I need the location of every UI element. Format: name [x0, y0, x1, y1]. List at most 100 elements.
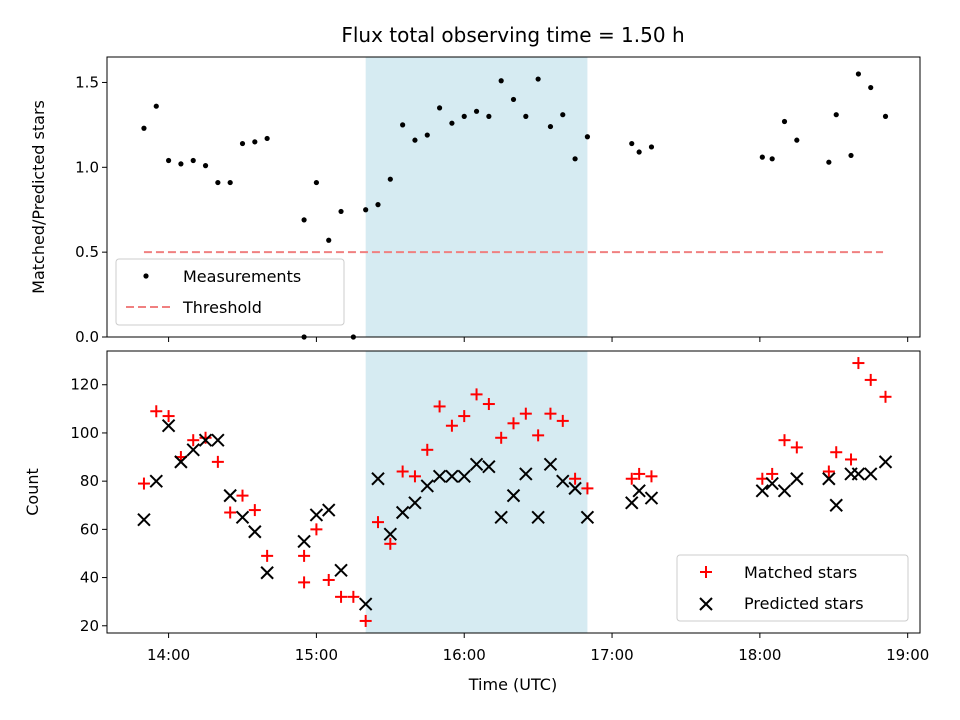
matched-star-point — [384, 537, 397, 550]
matched-star-point — [458, 410, 471, 423]
predicted-star-point — [829, 498, 843, 512]
matched-star-point — [298, 549, 311, 562]
predicted-star-point — [851, 467, 866, 481]
bottom-y-axis-label: Count — [23, 468, 42, 516]
bottom-y-tick-label: 80 — [80, 472, 99, 490]
matched-star-point — [470, 388, 483, 401]
predicted-star-point — [445, 469, 459, 484]
predicted-star-point — [235, 510, 250, 525]
legend-predicted-marker — [699, 597, 713, 611]
x-axis-label: Time (UTC) — [468, 675, 557, 694]
measurement-point — [313, 179, 320, 186]
predicted-star-point — [580, 510, 595, 525]
legend-predicted-label: Predicted stars — [744, 594, 864, 613]
matched-star-point — [556, 414, 569, 427]
matched-star-point — [199, 431, 212, 444]
predicted-star-point — [198, 433, 213, 447]
matched-star-point — [778, 434, 791, 447]
measurement-point — [178, 161, 184, 167]
measurement-point — [424, 132, 430, 138]
measurement-point — [535, 76, 541, 82]
matched-star-point — [322, 573, 335, 586]
x-tick-label: 17:00 — [590, 646, 633, 664]
matched-star-point — [790, 441, 803, 454]
predicted-star-point — [149, 474, 163, 488]
matched-star-point — [162, 410, 175, 423]
predicted-star-point — [260, 566, 274, 580]
top-y-axis: 0.0 0.5 1.0 1.5 — [75, 73, 107, 346]
measurement-point — [547, 123, 554, 130]
measurement-point — [781, 118, 788, 125]
predicted-star-point — [211, 433, 225, 447]
predicted-star-point — [322, 503, 336, 517]
matched-star-point — [766, 467, 779, 480]
measurement-point — [794, 137, 800, 143]
measurement-point — [868, 84, 874, 91]
measurement-point — [326, 237, 332, 243]
measurement-point — [855, 71, 862, 77]
bottom-y-tick-label: 40 — [80, 569, 99, 587]
matched-star-point — [645, 470, 658, 483]
bottom-y-tick-label: 120 — [70, 376, 99, 394]
measurement-point — [227, 179, 233, 186]
matched-star-point — [507, 417, 520, 430]
predicted-star-point — [755, 484, 770, 498]
matched-star-point — [532, 429, 545, 442]
matched-star-point — [569, 472, 582, 485]
matched-star-point — [372, 516, 384, 529]
top-legend: Measurements Threshold — [115, 258, 345, 326]
predicted-stars-points — [137, 419, 893, 611]
measurement-point — [636, 149, 642, 155]
matched-star-point — [298, 576, 311, 589]
matched-star-point — [248, 504, 261, 517]
predicted-star-point — [519, 467, 533, 481]
predicted-star-point — [469, 457, 484, 471]
legend-threshold-label: Threshold — [182, 298, 262, 317]
matched-star-point — [879, 390, 892, 403]
measurement-point — [387, 176, 393, 182]
measurement-point — [190, 157, 196, 164]
matched-star-point — [421, 443, 434, 456]
measurement-point — [449, 120, 455, 126]
predicted-star-point — [248, 525, 262, 539]
predicted-star-point — [644, 491, 659, 505]
matched-star-point — [544, 407, 557, 420]
predicted-star-point — [878, 455, 893, 469]
matched-star-point — [236, 489, 249, 502]
measurement-point — [202, 163, 209, 169]
predicted-star-point — [864, 467, 878, 481]
measurement-point — [252, 139, 258, 145]
predicted-star-point — [625, 496, 639, 510]
measurement-point — [584, 134, 591, 140]
predicted-star-point — [371, 472, 385, 486]
matched-star-point — [519, 407, 532, 420]
predicted-star-point — [543, 457, 558, 471]
predicted-star-point — [568, 481, 582, 496]
measurement-point — [572, 156, 578, 162]
matched-star-point — [445, 419, 458, 432]
measurement-point — [473, 108, 480, 114]
measurement-point — [498, 78, 504, 84]
measurement-points — [141, 71, 889, 340]
matched-star-point — [495, 431, 508, 444]
top-highlight-band — [365, 57, 588, 337]
top-y-tick-label: 1.5 — [75, 73, 99, 91]
predicted-star-point — [137, 513, 151, 527]
x-tick-label: 16:00 — [443, 646, 486, 664]
matched-star-point — [224, 506, 237, 519]
measurement-point — [769, 156, 775, 162]
matched-star-point — [581, 482, 594, 495]
matched-star-point — [335, 590, 348, 603]
legend-matched-marker — [700, 566, 712, 578]
predicted-star-point — [297, 534, 311, 549]
predicted-star-point — [174, 455, 188, 469]
top-x-ticks — [168, 337, 909, 342]
bottom-axes-frame — [106, 350, 921, 634]
matched-star-point — [347, 590, 360, 603]
matched-star-point — [433, 400, 446, 413]
measurement-point — [486, 113, 492, 119]
measurement-point — [523, 113, 529, 119]
measurement-point — [375, 202, 381, 208]
matched-star-point — [408, 470, 421, 483]
